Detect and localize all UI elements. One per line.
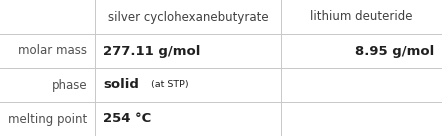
Text: phase: phase (51, 78, 87, 92)
Text: silver cyclohexanebutyrate: silver cyclohexanebutyrate (107, 10, 268, 24)
Text: lithium deuteride: lithium deuteride (310, 10, 412, 24)
Text: 8.95 g/mol: 8.95 g/mol (355, 44, 434, 58)
Text: melting point: melting point (8, 112, 87, 126)
Text: solid: solid (103, 78, 139, 92)
Text: 254 °C: 254 °C (103, 112, 151, 126)
Text: (at STP): (at STP) (152, 81, 189, 89)
Text: 277.11 g/mol: 277.11 g/mol (103, 44, 200, 58)
Text: molar mass: molar mass (18, 44, 87, 58)
